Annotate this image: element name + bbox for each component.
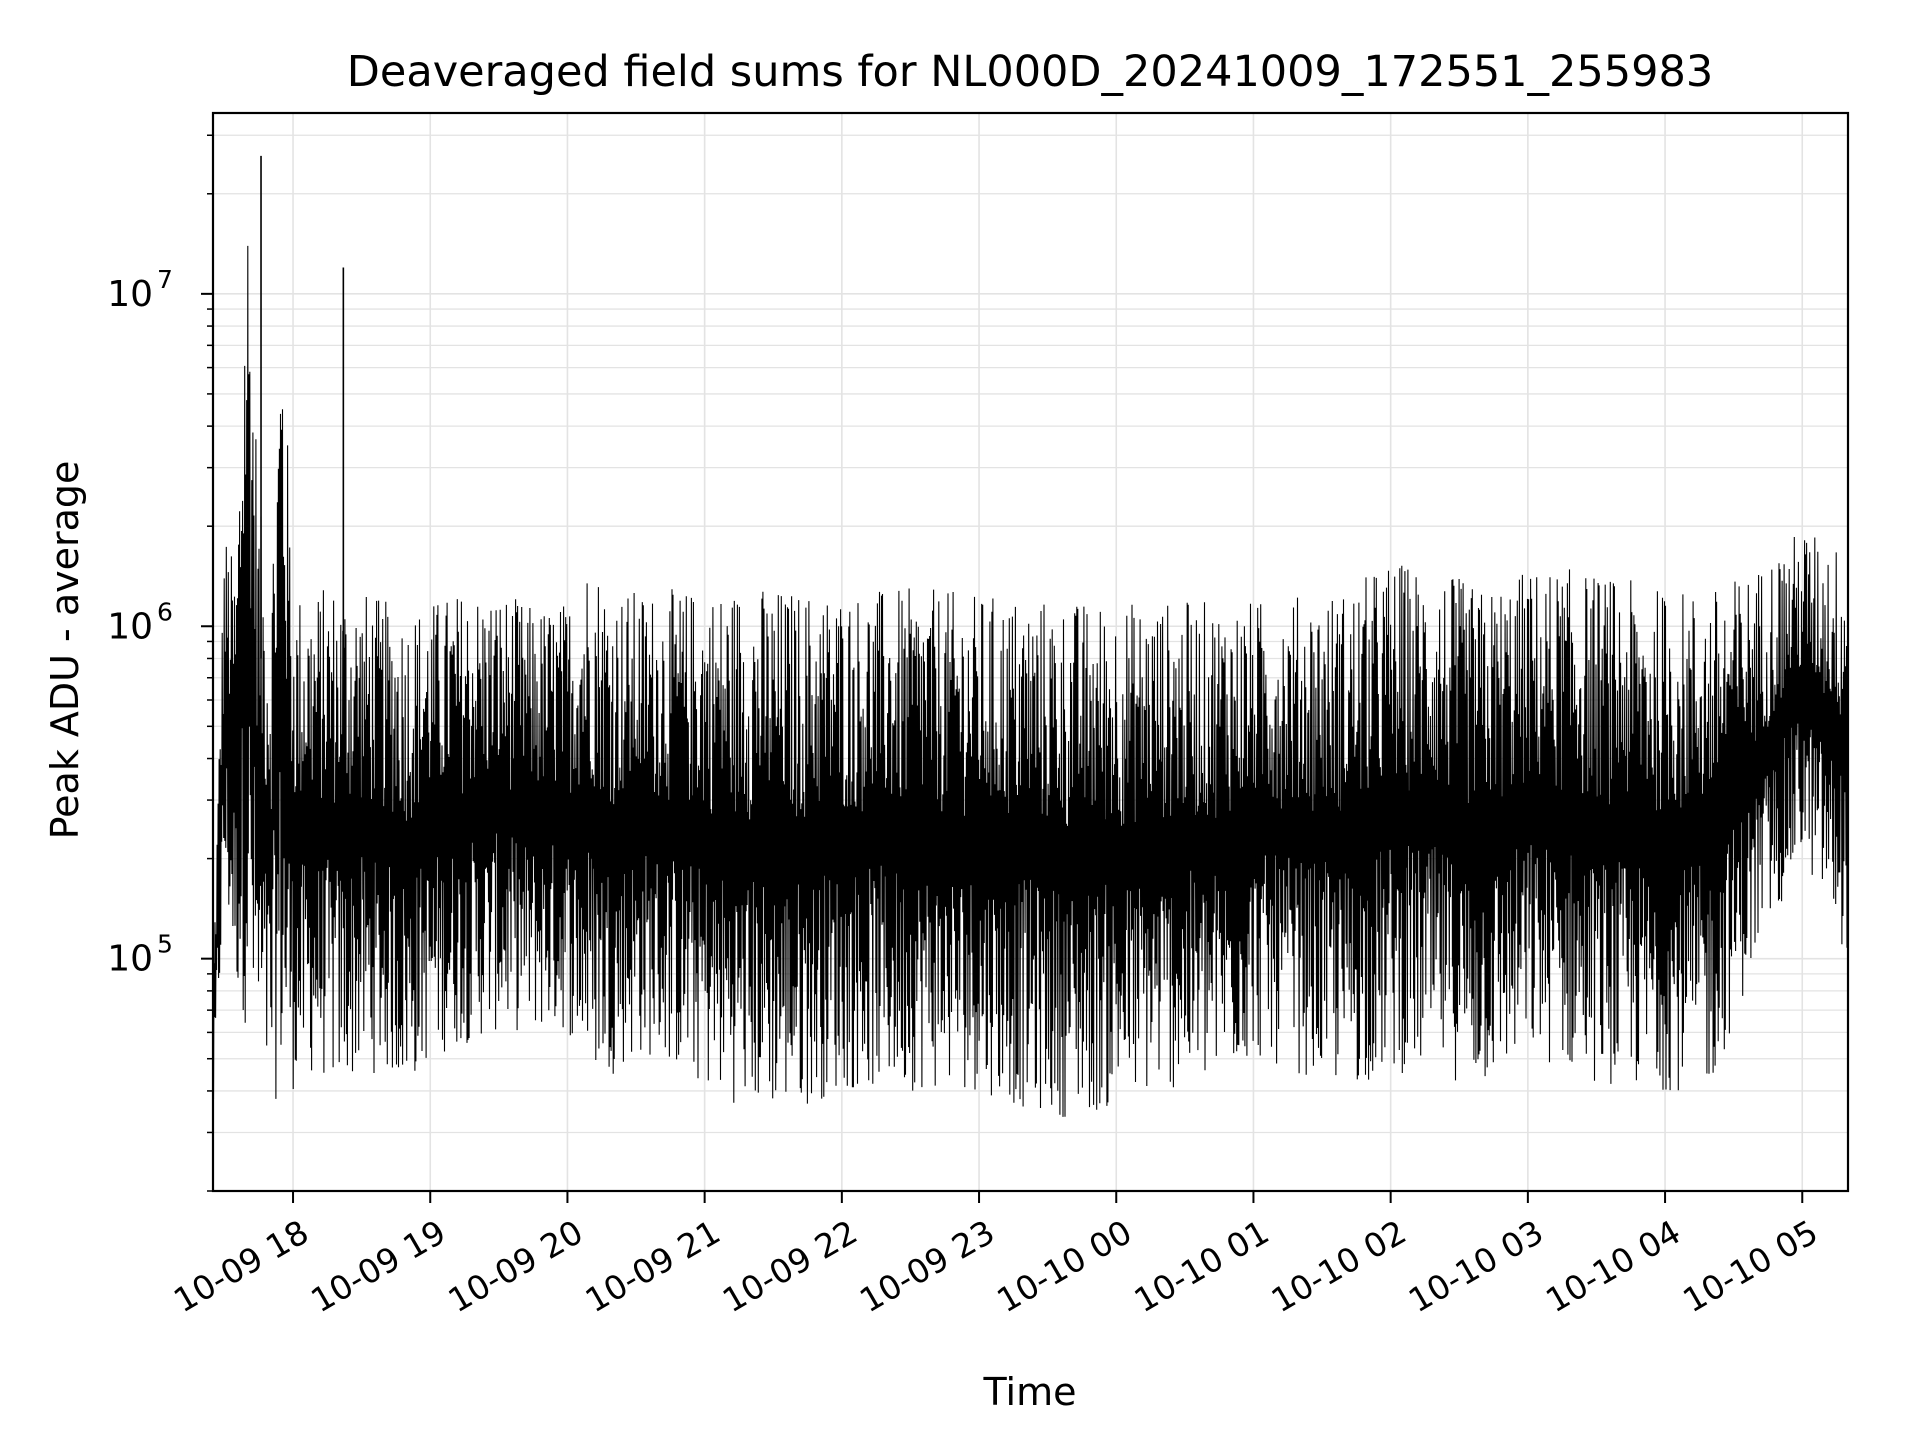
y-tick-exponent: 7 (157, 265, 173, 294)
y-tick-exponent: 6 (157, 597, 173, 626)
x-axis-label: Time (983, 1370, 1077, 1414)
chart-title: Deaveraged field sums for NL000D_2024100… (347, 47, 1713, 97)
y-tick-exponent: 5 (157, 930, 173, 959)
plot-area-frame (211, 111, 1850, 1193)
data-series (212, 155, 1849, 1117)
series-line (212, 245, 1849, 1117)
y-tick-label: 10 (107, 606, 153, 647)
y-axis-label: Peak ADU - average (43, 461, 87, 840)
y-tick-label: 10 (107, 274, 153, 315)
y-tick-label: 10 (107, 939, 153, 980)
